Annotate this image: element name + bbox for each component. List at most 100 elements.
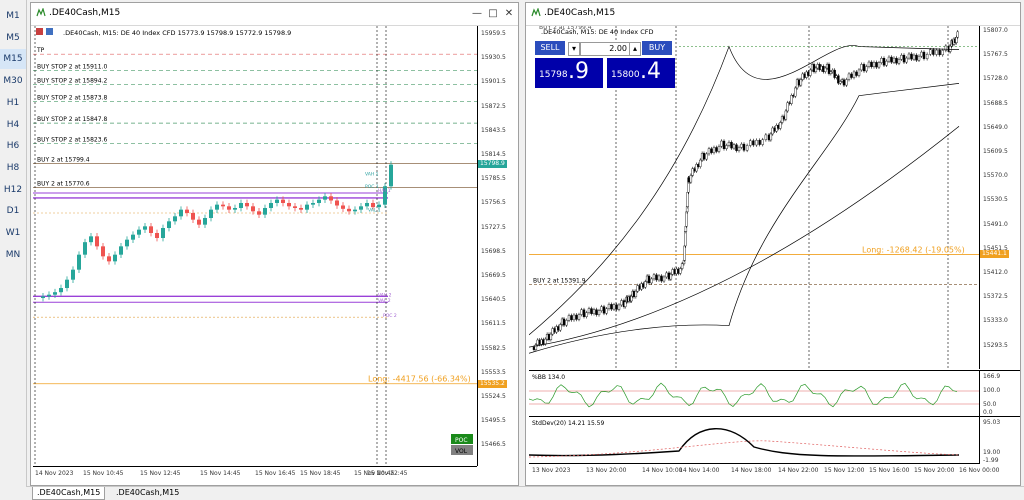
bb-indicator[interactable]: %BB 134.0 xyxy=(529,370,979,416)
candle xyxy=(922,51,926,59)
candle xyxy=(935,49,938,55)
candle xyxy=(880,58,883,63)
timeframe-button-m5[interactable]: M5 xyxy=(6,32,20,43)
time-tick: 14 Nov 14:00 xyxy=(679,467,720,474)
bollinger-lower xyxy=(529,83,960,354)
timeframe-button-w1[interactable]: W1 xyxy=(5,228,21,238)
bollinger-upper xyxy=(529,45,960,336)
candle xyxy=(872,62,876,68)
candle xyxy=(814,67,818,72)
candle xyxy=(740,143,743,148)
candle xyxy=(544,338,547,345)
time-tick: 15 Nov 12:00 xyxy=(824,467,865,474)
bb-tick: 166.9 xyxy=(983,373,1001,380)
bid-price-fraction: .9 xyxy=(568,59,589,84)
candle xyxy=(149,226,153,233)
timeframe-button-m15[interactable]: M15 xyxy=(0,49,26,70)
chart-tab[interactable]: .DE40Cash,M15 xyxy=(32,487,106,500)
lot-up-button[interactable]: ▴ xyxy=(629,42,641,56)
poc-button xyxy=(451,434,473,444)
candle xyxy=(119,246,123,255)
buy-button[interactable]: BUY xyxy=(642,41,672,55)
order-line-label: TP xyxy=(36,47,45,54)
candle xyxy=(955,37,958,43)
candle xyxy=(59,288,63,293)
chart-tabs: .DE40Cash,M15 .DE40Cash,M15 xyxy=(26,486,1024,500)
candle xyxy=(662,276,666,282)
price-tick: 15767.5 xyxy=(983,51,1008,59)
window-titlebar[interactable]: .DE40Cash,M15 — □ ✕ xyxy=(31,3,518,26)
time-axis[interactable]: 14 Nov 2023 15 Nov 10:45 15 Nov 12:45 15 No… xyxy=(33,466,477,483)
candle xyxy=(587,308,591,313)
timeframe-button-h8[interactable]: H8 xyxy=(6,162,20,173)
order-line-label: BUY STOP 2 at 15823.6 xyxy=(37,136,107,143)
candle xyxy=(949,45,952,52)
timeframe-button-h1[interactable]: H1 xyxy=(6,97,20,108)
candle xyxy=(717,146,721,152)
lot-size-field[interactable]: 2.00 xyxy=(580,42,630,56)
candle xyxy=(761,139,764,145)
candle xyxy=(179,209,183,217)
candle xyxy=(287,202,291,207)
candle xyxy=(577,314,581,320)
timeframe-button-mn[interactable]: MN xyxy=(5,249,21,260)
buy-position-label: BUY 2 at 15391.9 xyxy=(533,278,586,285)
maximize-icon[interactable]: □ xyxy=(488,8,498,19)
candle xyxy=(877,62,881,68)
price-tick: 15959.5 xyxy=(481,30,506,37)
timeframe-button-h4[interactable]: H4 xyxy=(6,119,20,130)
candle xyxy=(920,51,923,57)
candle xyxy=(389,164,393,187)
candle xyxy=(885,60,888,66)
stddev-indicator[interactable]: StdDev(20) 14.21 15.59 xyxy=(529,416,979,464)
candle xyxy=(83,242,87,255)
candle xyxy=(890,56,893,63)
bb-line xyxy=(529,382,958,408)
candle xyxy=(71,269,75,280)
chart-tab[interactable]: .DE40Cash,M15 xyxy=(116,488,180,497)
price-axis[interactable]: 15807.0 15767.5 15728.0 15688.5 15649.0 15609… xyxy=(979,26,1020,369)
candle xyxy=(41,296,45,299)
candle xyxy=(227,206,231,210)
price-tick: 15843.5 xyxy=(481,126,506,134)
candle xyxy=(680,263,684,269)
candle xyxy=(679,268,682,274)
bid-price-button[interactable]: 15798 .9 xyxy=(535,58,603,88)
price-tick: 15901.5 xyxy=(481,78,506,86)
window-titlebar[interactable]: .DE40Cash,M15 xyxy=(526,3,1020,26)
candle xyxy=(892,57,896,63)
candle xyxy=(684,231,687,247)
price-tick: 15728.0 xyxy=(983,75,1008,83)
candle xyxy=(305,204,309,210)
close-icon[interactable]: ✕ xyxy=(504,8,514,19)
price-tick: 15451.5 xyxy=(983,244,1008,252)
time-tick: 15 Nov 22:45 xyxy=(367,470,408,477)
candle xyxy=(245,202,249,207)
order-line-label: BUY 2 at 15799.4 xyxy=(37,156,90,163)
candle xyxy=(657,275,661,281)
timeframe-button-m30[interactable]: M30 xyxy=(3,76,23,87)
chart-canvas[interactable]: .DE40Cash, M15: DE 40 Index CFD Long: -12… xyxy=(529,26,979,369)
price-chart[interactable]: .DE40Cash, M15: DE 40 Index CFD Long: -12… xyxy=(529,26,979,369)
timeframe-button-h12[interactable]: H12 xyxy=(3,184,23,195)
price-chart[interactable]: .DE40Cash, M15: DE 40 Index CFD 15773.9 … xyxy=(33,26,477,466)
candle xyxy=(925,54,929,59)
sell-button[interactable]: SELL xyxy=(535,41,565,55)
long-position-label: Long: -4417.56 (-66.34%) xyxy=(368,375,471,384)
symbol-flag-icon xyxy=(46,28,53,35)
minimize-icon[interactable]: — xyxy=(472,8,482,19)
price-tick: 15333.0 xyxy=(983,317,1008,325)
timeframe-button-m1[interactable]: M1 xyxy=(6,11,20,21)
timeframe-button-d1[interactable]: D1 xyxy=(6,206,20,217)
timeframe-button-h6[interactable]: H6 xyxy=(6,141,20,152)
candle xyxy=(567,315,571,321)
price-axis[interactable]: 15959.5 15930.5 15901.5 15872.5 15843.5 15814… xyxy=(477,26,518,466)
chart-icon xyxy=(36,7,46,20)
chart-canvas[interactable]: .DE40Cash, M15: DE 40 Index CFD 15773.9 … xyxy=(33,26,477,466)
ask-price-button[interactable]: 15800 .4 xyxy=(607,58,675,88)
lot-down-button[interactable]: ▾ xyxy=(568,42,580,56)
time-tick: 15 Nov 14:45 xyxy=(200,470,241,477)
candle xyxy=(652,274,656,280)
time-axis[interactable]: 13 Nov 2023 13 Nov 20:00 14 Nov 10:00 14 No… xyxy=(529,463,999,482)
candle xyxy=(644,281,647,288)
